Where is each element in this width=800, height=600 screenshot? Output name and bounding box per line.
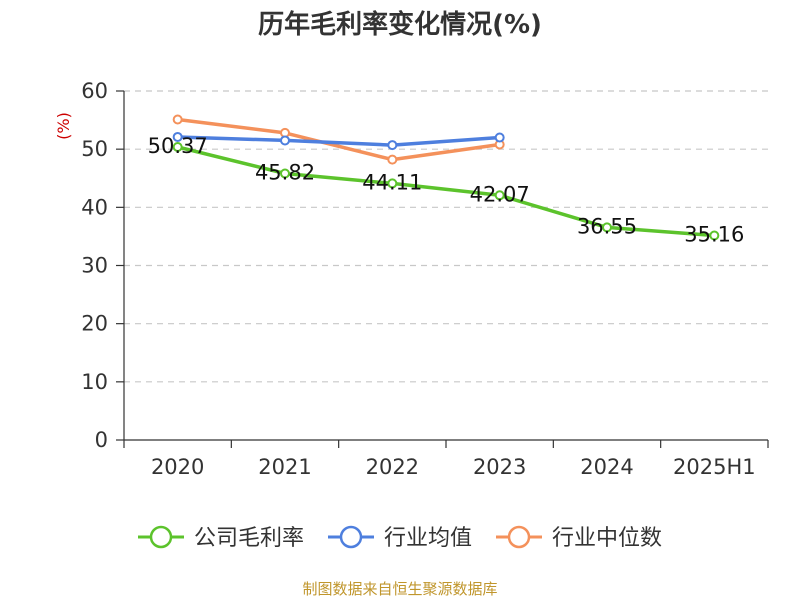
x-tick-label-2025H1: 2025H1 xyxy=(673,455,756,479)
series-line-0 xyxy=(175,145,717,238)
source-note: 制图数据来自恒生聚源数据库 xyxy=(302,580,498,598)
data-point xyxy=(172,142,183,153)
y-tick-label: 60 xyxy=(81,79,108,103)
series-layer xyxy=(172,114,720,241)
y-tick-label: 40 xyxy=(81,195,108,219)
y-tick-label: 30 xyxy=(81,254,108,278)
x-tick-label-2023: 2023 xyxy=(473,455,526,479)
data-point xyxy=(172,114,183,125)
legend-circle-icon xyxy=(149,525,173,549)
data-label: 44.11 xyxy=(362,170,422,194)
axis-layer: 0 10 20 30 40 50 60 2020 2021 2022 2023 2024 2025H1 xyxy=(81,79,769,479)
data-label: 42.07 xyxy=(470,182,530,206)
y-tick-label: 20 xyxy=(81,312,108,336)
y-tick-label: 10 xyxy=(81,370,108,394)
y-tick-label: 0 xyxy=(95,428,108,452)
series-line-2 xyxy=(175,117,502,162)
data-label: 50.37 xyxy=(148,134,208,158)
legend-item-0: 公司毛利率 xyxy=(138,525,304,551)
legend-label: 行业中位数 xyxy=(552,526,662,551)
x-tick-label-2024: 2024 xyxy=(580,455,633,479)
data-point xyxy=(387,154,398,165)
data-point xyxy=(387,140,398,151)
data-point xyxy=(280,135,290,146)
legend: 公司毛利率 行业均值 行业中位数 xyxy=(138,525,662,551)
grid-layer xyxy=(124,90,768,383)
legend-label: 公司毛利率 xyxy=(194,526,304,551)
data-label: 45.82 xyxy=(255,160,315,184)
y-axis-unit-label: (%) xyxy=(54,112,73,140)
data-label-layer: 50.37 45.82 44.11 42.07 36.55 35.16 xyxy=(148,134,745,246)
legend-label: 行业均值 xyxy=(384,526,472,551)
legend-circle-icon xyxy=(339,525,363,549)
series-line-1 xyxy=(175,135,502,147)
data-point xyxy=(387,178,398,189)
data-point xyxy=(280,168,290,179)
data-label: 36.55 xyxy=(577,214,637,238)
data-label: 35.16 xyxy=(684,222,744,246)
data-point xyxy=(172,131,183,142)
legend-item-1: 行业均值 xyxy=(328,525,472,551)
x-tick-label-2020: 2020 xyxy=(151,455,204,479)
legend-circle-icon xyxy=(507,525,531,549)
x-tick-label-2022: 2022 xyxy=(366,455,419,479)
legend-item-2: 行业中位数 xyxy=(496,525,662,551)
data-point xyxy=(494,132,505,143)
data-point xyxy=(494,190,505,201)
data-point xyxy=(709,230,720,241)
chart-title: 历年毛利率变化情况(%) xyxy=(258,10,542,40)
data-point xyxy=(602,222,612,233)
x-tick-label-2021: 2021 xyxy=(258,455,311,479)
y-tick-label: 50 xyxy=(81,137,108,161)
